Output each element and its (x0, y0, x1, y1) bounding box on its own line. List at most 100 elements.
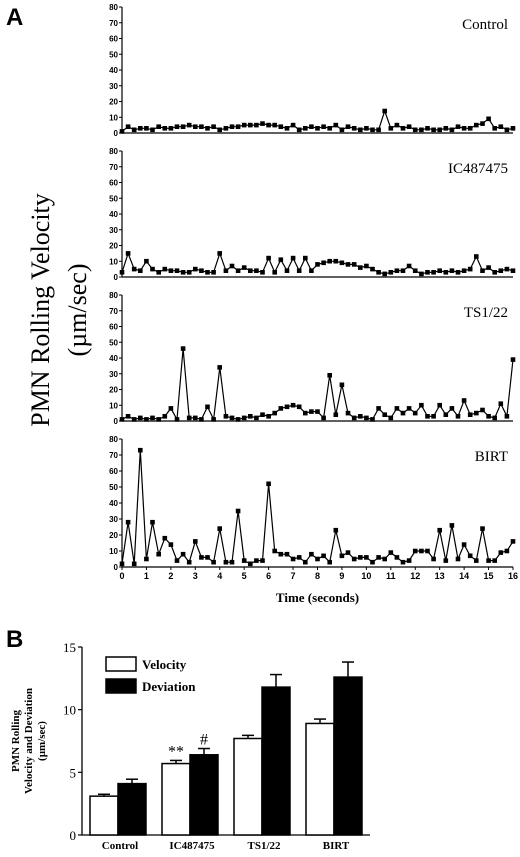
data-point (345, 550, 351, 555)
y-tick-label: 50 (109, 338, 118, 347)
data-point (412, 410, 418, 416)
legend: Velocity Deviation (105, 656, 196, 694)
data-point (370, 559, 375, 565)
data-point (144, 556, 149, 562)
data-point (217, 365, 222, 370)
y-tick-label: 40 (109, 210, 118, 219)
series-line (121, 348, 514, 422)
data-point (217, 526, 222, 531)
x-tick-label: 2 (168, 571, 173, 581)
data-point (351, 126, 357, 131)
data-point (168, 268, 174, 273)
data-point (296, 268, 302, 273)
data-point (449, 523, 455, 528)
y-axis-title-line: (µm/sec) (63, 264, 92, 357)
data-point (480, 121, 485, 126)
data-point (199, 124, 204, 129)
data-point (492, 270, 497, 275)
data-point (174, 417, 180, 422)
data-point (303, 255, 308, 261)
data-point (480, 268, 485, 273)
trace-panel-ic487475: 0 10 20 30 40 50 60 70 80 IC487475 (109, 147, 516, 282)
data-point (461, 268, 467, 273)
data-point (315, 556, 320, 562)
data-point (217, 251, 222, 256)
data-point (150, 415, 155, 421)
data-point (241, 558, 247, 563)
data-point (162, 414, 168, 419)
data-point (284, 551, 290, 557)
data-point (498, 550, 504, 555)
data-point (376, 127, 381, 133)
data-point (174, 124, 180, 129)
series-line (121, 450, 514, 565)
x-tick-label: 5 (242, 571, 247, 581)
data-point (364, 415, 369, 421)
data-point (211, 559, 216, 565)
data-point (186, 270, 192, 275)
x-tick-label: 10 (361, 571, 371, 581)
x-tick-label: 13 (435, 571, 445, 581)
data-point (303, 559, 308, 565)
data-point (339, 260, 345, 266)
data-point (382, 556, 387, 562)
x-tick-label: IC487475 (169, 840, 215, 852)
data-point (351, 262, 357, 267)
data-point (315, 262, 320, 267)
data-point (180, 346, 186, 351)
y-tick-label: 10 (109, 257, 118, 266)
data-point (186, 559, 192, 565)
data-point (364, 263, 369, 269)
trace-panel-birt: 0 10 20 30 40 50 60 70 80 BIRT (109, 435, 516, 572)
data-point (474, 122, 479, 128)
data-point (467, 266, 473, 272)
data-point (156, 417, 161, 422)
x-tick-label: BIRT (323, 840, 350, 852)
panel-a-rolling-velocity-traces: 01020304050607080Control0102030405060708… (26, 3, 518, 605)
data-point (205, 270, 210, 275)
data-point (254, 558, 259, 563)
data-point (193, 539, 198, 544)
y-tick-label: 50 (109, 194, 118, 203)
data-point (290, 556, 296, 562)
data-point (461, 542, 467, 547)
data-point (162, 266, 168, 272)
data-point (345, 262, 351, 267)
data-point (309, 409, 314, 414)
y-tick-label: 60 (109, 467, 118, 476)
data-point (370, 266, 375, 272)
data-point (309, 268, 314, 273)
data-point (492, 558, 497, 563)
data-point (138, 126, 143, 131)
data-point (272, 410, 277, 416)
data-point (327, 258, 332, 264)
legend-label: Deviation (142, 679, 196, 694)
y-tick-label: 80 (109, 3, 118, 12)
data-point (455, 124, 461, 129)
data-point (321, 124, 326, 129)
significance-annotation: # (200, 732, 208, 749)
panel-label: TS1/22 (464, 305, 508, 321)
legend-label: Velocity (142, 657, 187, 672)
data-point (431, 556, 436, 562)
data-point (431, 127, 436, 133)
data-point (272, 122, 277, 128)
y-tick-label: 20 (109, 531, 118, 540)
data-point (358, 127, 363, 133)
data-point (119, 561, 125, 567)
data-point (358, 414, 363, 419)
data-point (131, 561, 137, 567)
data-point (180, 270, 186, 275)
data-point (186, 415, 192, 421)
data-point (443, 270, 449, 275)
data-point (205, 555, 210, 560)
data-point (419, 271, 424, 277)
data-point (284, 404, 290, 410)
data-point (486, 558, 491, 563)
data-point (174, 268, 180, 273)
data-point (339, 382, 345, 388)
data-point (125, 251, 131, 256)
data-point (400, 410, 406, 416)
data-point (119, 270, 125, 275)
data-point (370, 127, 375, 133)
